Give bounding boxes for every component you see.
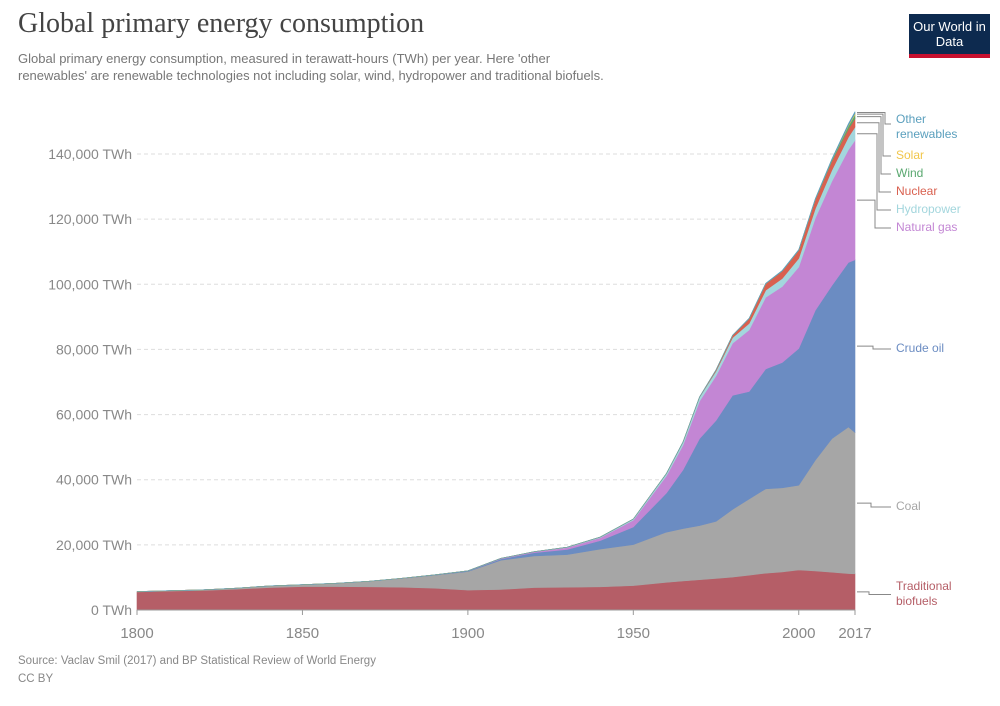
area (136, 111, 856, 592)
x-tick-label: 1850 (286, 625, 319, 642)
series-label: Nuclear (896, 184, 938, 198)
x-tick-label: 1900 (451, 625, 484, 642)
y-tick-label: 80,000 TWh (56, 341, 132, 357)
y-tick-label: 120,000 TWh (48, 211, 132, 227)
y-tick-label: 140,000 TWh (48, 146, 132, 162)
logo: Our World in Data (909, 14, 990, 58)
series-label: Coal (896, 499, 921, 513)
series-label: Traditional biofuels (896, 579, 952, 608)
leader-line (857, 345, 891, 350)
y-tick-label: 100,000 TWh (48, 276, 132, 292)
chart-subtitle: Global primary energy consumption, measu… (18, 51, 604, 83)
x-tick-label: 2017 (838, 625, 871, 642)
leader-line (857, 502, 891, 508)
leader-line (857, 199, 891, 229)
x-tick-label: 2000 (782, 625, 815, 642)
leader-line (857, 116, 891, 175)
y-tick-label: 60,000 TWh (56, 407, 132, 423)
x-tick-label: 1950 (617, 625, 650, 642)
source: Source: Vaclav Smil (2017) and BP Statis… (18, 655, 376, 667)
leader-line (857, 113, 891, 157)
series-label: Wind (896, 166, 924, 180)
leader-line (857, 591, 891, 595)
chart-title: Global primary energy consumption (18, 8, 425, 39)
leader-line (857, 122, 891, 193)
y-tick-label: 40,000 TWh (56, 472, 132, 488)
y-tick-label: 0 TWh (91, 602, 132, 618)
leader-line (857, 133, 891, 211)
leader-line (857, 111, 891, 125)
series-label: Crude oil (896, 341, 945, 355)
series-label: Hydropower (896, 202, 961, 216)
x-tick-label: 1800 (120, 625, 153, 642)
y-tick-label: 20,000 TWh (56, 537, 132, 553)
license: CC BY (18, 673, 54, 685)
series-label: Solar (896, 148, 925, 162)
series-label: Natural gas (896, 220, 958, 234)
series-label: Other renewables (896, 112, 958, 141)
